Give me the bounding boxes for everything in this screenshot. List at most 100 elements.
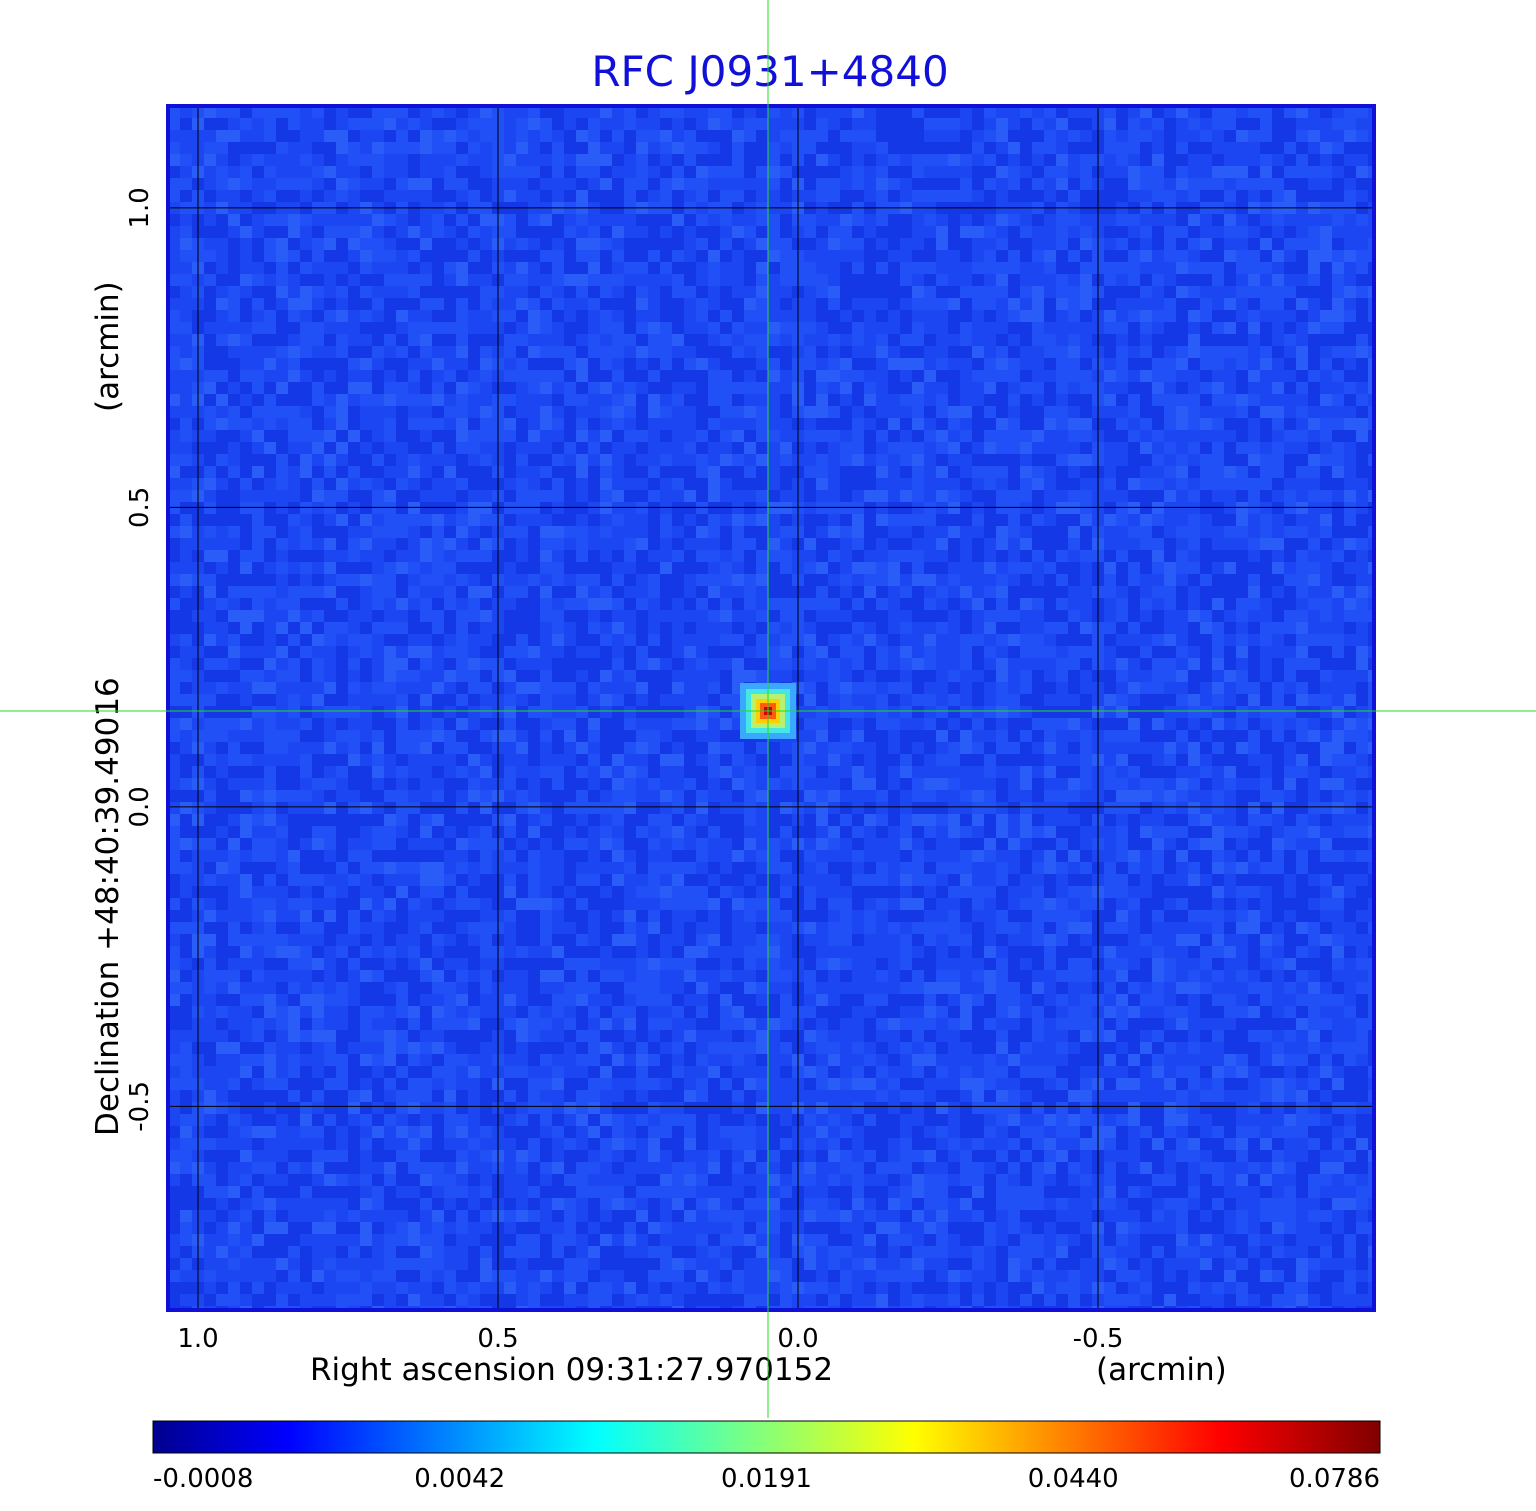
noise-cell [720,586,732,598]
noise-cell [444,106,456,118]
noise-cell [420,370,432,382]
noise-cell [756,214,768,226]
noise-cell [696,154,708,166]
noise-cell [300,610,312,622]
noise-cell [1236,526,1248,538]
noise-cell [1008,382,1020,394]
noise-cell [816,634,828,646]
noise-cell [1044,598,1056,610]
noise-cell [636,214,648,226]
noise-cell [756,538,768,550]
noise-cell [348,634,360,646]
noise-cell [1308,142,1320,154]
noise-cell [180,550,192,562]
noise-cell [516,490,528,502]
noise-cell [420,694,432,706]
noise-cell [1344,214,1356,226]
noise-cell [360,490,372,502]
noise-cell [1140,154,1152,166]
noise-cell [960,586,972,598]
noise-cell [1140,514,1152,526]
noise-cell [324,610,336,622]
noise-cell [672,310,684,322]
noise-cell [1356,322,1368,334]
noise-cell [396,334,408,346]
noise-cell [468,466,480,478]
noise-cell [1140,466,1152,478]
noise-cell [384,250,396,262]
noise-cell [732,322,744,334]
noise-cell [1032,118,1044,130]
noise-cell [1332,490,1344,502]
noise-cell [384,370,396,382]
noise-cell [1344,514,1356,526]
noise-cell [384,466,396,478]
noise-cell [1032,574,1044,586]
noise-cell [336,118,348,130]
noise-cell [1068,430,1080,442]
noise-cell [1104,598,1116,610]
noise-cell [588,502,600,514]
noise-cell [672,130,684,142]
noise-cell [432,274,444,286]
noise-cell [852,442,864,454]
noise-cell [1236,322,1248,334]
noise-cell [1212,646,1224,658]
noise-cell [960,634,972,646]
noise-cell [816,622,828,634]
noise-cell [744,322,756,334]
noise-cell [396,538,408,550]
noise-cell [360,226,372,238]
noise-cell [336,418,348,430]
noise-cell [276,586,288,598]
noise-cell [1164,274,1176,286]
noise-cell [348,538,360,550]
noise-cell [852,526,864,538]
noise-cell [1356,586,1368,598]
noise-cell [1020,118,1032,130]
noise-cell [1056,322,1068,334]
noise-cell [348,286,360,298]
noise-cell [1344,274,1356,286]
noise-cell [996,454,1008,466]
noise-cell [828,406,840,418]
noise-cell [1188,610,1200,622]
noise-cell [408,190,420,202]
noise-cell [1356,310,1368,322]
noise-cell [624,382,636,394]
noise-cell [852,166,864,178]
noise-cell [840,538,852,550]
noise-cell [528,214,540,226]
noise-cell [672,514,684,526]
noise-cell [1152,298,1164,310]
noise-cell [768,574,780,586]
noise-cell [1032,406,1044,418]
noise-cell [708,166,720,178]
noise-cell [924,286,936,298]
noise-cell [516,694,528,706]
noise-cell [588,478,600,490]
noise-cell [336,310,348,322]
noise-cell [1308,118,1320,130]
noise-cell [1368,526,1374,538]
noise-cell [180,478,192,490]
noise-cell [372,382,384,394]
noise-cell [1152,562,1164,574]
noise-cell [360,454,372,466]
noise-cell [252,574,264,586]
noise-cell [1308,550,1320,562]
noise-cell [780,574,792,586]
noise-cell [1260,154,1272,166]
noise-cell [1356,142,1368,154]
noise-cell [864,622,876,634]
noise-cell [696,166,708,178]
noise-cell [780,226,792,238]
noise-cell [816,178,828,190]
noise-cell [204,478,216,490]
noise-cell [1188,322,1200,334]
noise-cell [552,166,564,178]
noise-cell [1212,142,1224,154]
noise-cell [1284,478,1296,490]
noise-cell [672,358,684,370]
noise-cell [600,694,612,706]
